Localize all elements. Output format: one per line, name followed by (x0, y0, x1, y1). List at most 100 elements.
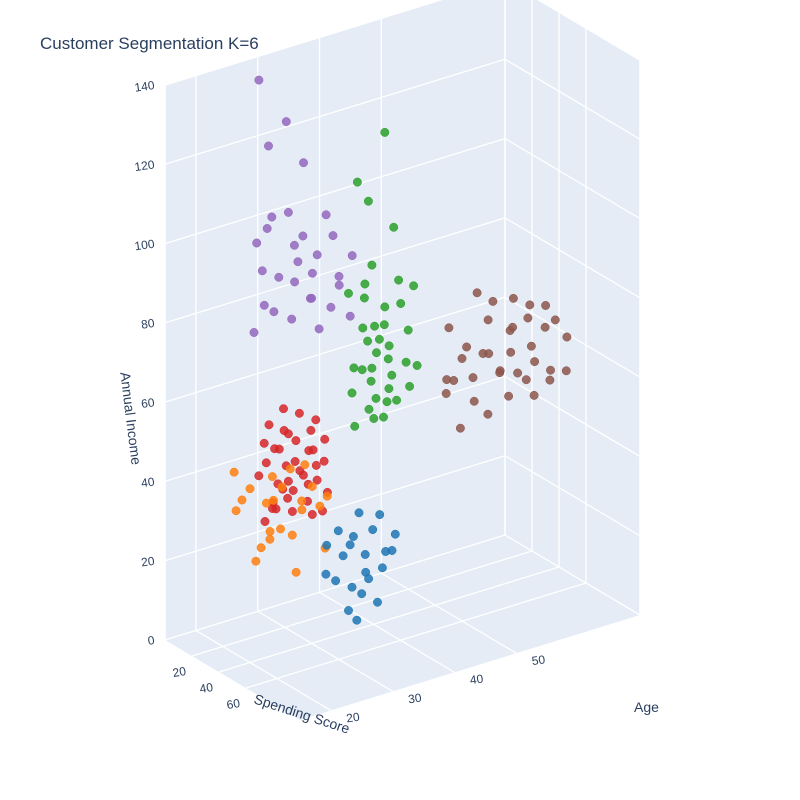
data-point[interactable] (307, 482, 317, 491)
data-point[interactable] (380, 302, 390, 312)
data-point[interactable] (338, 551, 348, 561)
data-point[interactable] (311, 460, 321, 470)
data-point[interactable] (311, 415, 321, 425)
data-point[interactable] (231, 506, 241, 516)
data-point[interactable] (349, 363, 359, 373)
data-point[interactable] (387, 546, 397, 555)
data-point[interactable] (375, 510, 385, 520)
data-point[interactable] (449, 376, 459, 385)
data-point[interactable] (249, 328, 259, 337)
data-point[interactable] (363, 196, 373, 206)
data-point[interactable] (305, 293, 315, 303)
data-point[interactable] (372, 348, 381, 358)
data-point[interactable] (441, 389, 451, 398)
data-point[interactable] (394, 275, 404, 285)
data-point[interactable] (412, 361, 422, 370)
data-point[interactable] (354, 508, 364, 518)
data-point[interactable] (367, 260, 377, 270)
data-point[interactable] (261, 498, 271, 508)
data-point[interactable] (307, 510, 317, 519)
data-point[interactable] (546, 365, 555, 375)
data-point[interactable] (347, 388, 357, 398)
data-point[interactable] (379, 412, 388, 422)
data-point[interactable] (279, 404, 288, 414)
data-point[interactable] (523, 313, 533, 323)
data-point[interactable] (505, 326, 515, 335)
data-point[interactable] (298, 470, 308, 480)
data-point[interactable] (322, 491, 332, 501)
data-point[interactable] (267, 212, 277, 222)
data-point[interactable] (319, 456, 329, 466)
data-point[interactable] (274, 272, 284, 282)
data-point[interactable] (283, 429, 293, 439)
data-point[interactable] (281, 117, 291, 127)
data-point[interactable] (529, 390, 539, 400)
data-point[interactable] (371, 393, 381, 403)
data-point[interactable] (300, 460, 310, 470)
data-point[interactable] (483, 315, 493, 325)
data-point[interactable] (367, 363, 377, 373)
data-point[interactable] (373, 597, 382, 607)
data-point[interactable] (322, 540, 332, 550)
data-point[interactable] (289, 240, 299, 250)
data-point[interactable] (396, 299, 406, 308)
data-point[interactable] (254, 471, 264, 481)
data-point[interactable] (237, 495, 247, 505)
data-point[interactable] (287, 530, 297, 540)
data-point[interactable] (561, 366, 571, 376)
data-point[interactable] (277, 482, 287, 492)
data-point[interactable] (315, 501, 325, 511)
data-point[interactable] (382, 397, 392, 407)
data-point[interactable] (521, 375, 531, 385)
data-point[interactable] (358, 323, 368, 333)
data-point[interactable] (276, 524, 285, 534)
data-point[interactable] (504, 391, 514, 401)
data-point[interactable] (483, 409, 493, 419)
data-point[interactable] (347, 582, 357, 592)
data-point[interactable] (252, 238, 262, 248)
data-point[interactable] (261, 458, 271, 468)
data-point[interactable] (513, 368, 523, 378)
data-point[interactable] (540, 322, 550, 332)
data-point[interactable] (267, 472, 277, 482)
data-point[interactable] (380, 127, 390, 137)
data-point[interactable] (344, 606, 353, 615)
data-point[interactable] (472, 288, 482, 298)
data-point[interactable] (229, 467, 239, 477)
data-point[interactable] (368, 525, 378, 535)
data-point[interactable] (495, 368, 505, 378)
data-point[interactable] (526, 341, 536, 351)
data-point[interactable] (468, 373, 478, 383)
data-point[interactable] (462, 342, 472, 352)
data-point[interactable] (508, 293, 518, 303)
data-point[interactable] (297, 505, 307, 515)
data-point[interactable] (344, 288, 353, 298)
data-point[interactable] (392, 395, 402, 405)
data-point[interactable] (348, 532, 358, 541)
data-point[interactable] (312, 250, 322, 260)
data-point[interactable] (283, 476, 293, 486)
data-point[interactable] (363, 336, 373, 346)
data-point[interactable] (384, 384, 394, 394)
data-point[interactable] (257, 266, 267, 276)
data-point[interactable] (260, 517, 270, 526)
data-point[interactable] (364, 574, 374, 584)
data-point[interactable] (345, 540, 355, 550)
data-point[interactable] (245, 484, 255, 494)
data-point[interactable] (298, 231, 308, 241)
data-point[interactable] (287, 507, 297, 516)
data-point[interactable] (294, 408, 304, 418)
data-point[interactable] (265, 534, 275, 544)
data-point[interactable] (331, 576, 341, 586)
data-point[interactable] (306, 425, 316, 435)
data-point[interactable] (328, 231, 338, 241)
data-point[interactable] (360, 279, 370, 289)
data-point[interactable] (562, 332, 572, 342)
data-point[interactable] (291, 436, 301, 446)
data-point[interactable] (383, 354, 393, 364)
data-point[interactable] (299, 158, 308, 168)
data-point[interactable] (321, 210, 331, 220)
data-point[interactable] (359, 293, 369, 303)
data-point[interactable] (264, 420, 274, 430)
data-point[interactable] (269, 307, 279, 317)
